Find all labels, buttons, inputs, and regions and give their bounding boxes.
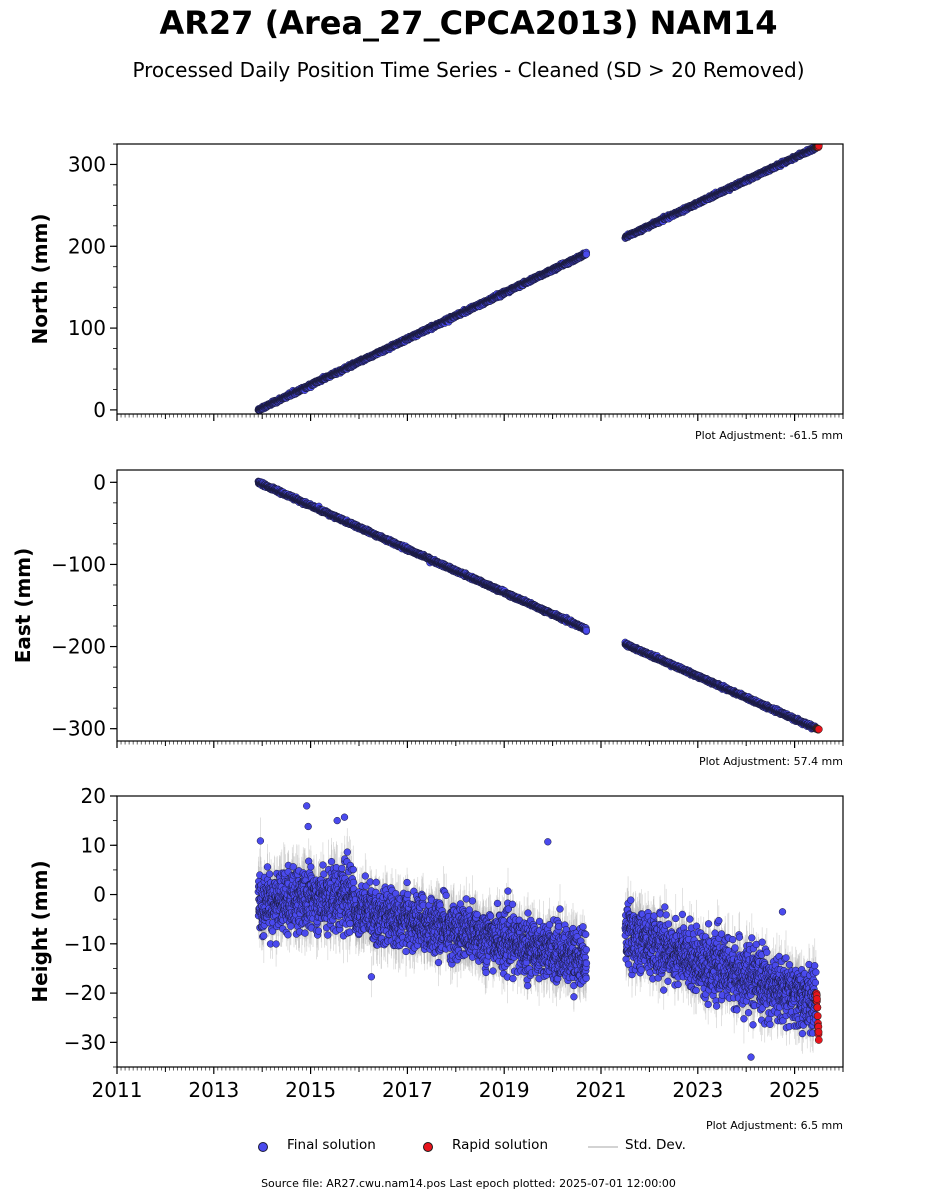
chart-subtitle: Processed Daily Position Time Series - C…: [0, 58, 937, 82]
north-points: [254, 144, 823, 414]
chart-title: AR27 (Area_27_CPCA2013) NAM14: [0, 4, 937, 42]
